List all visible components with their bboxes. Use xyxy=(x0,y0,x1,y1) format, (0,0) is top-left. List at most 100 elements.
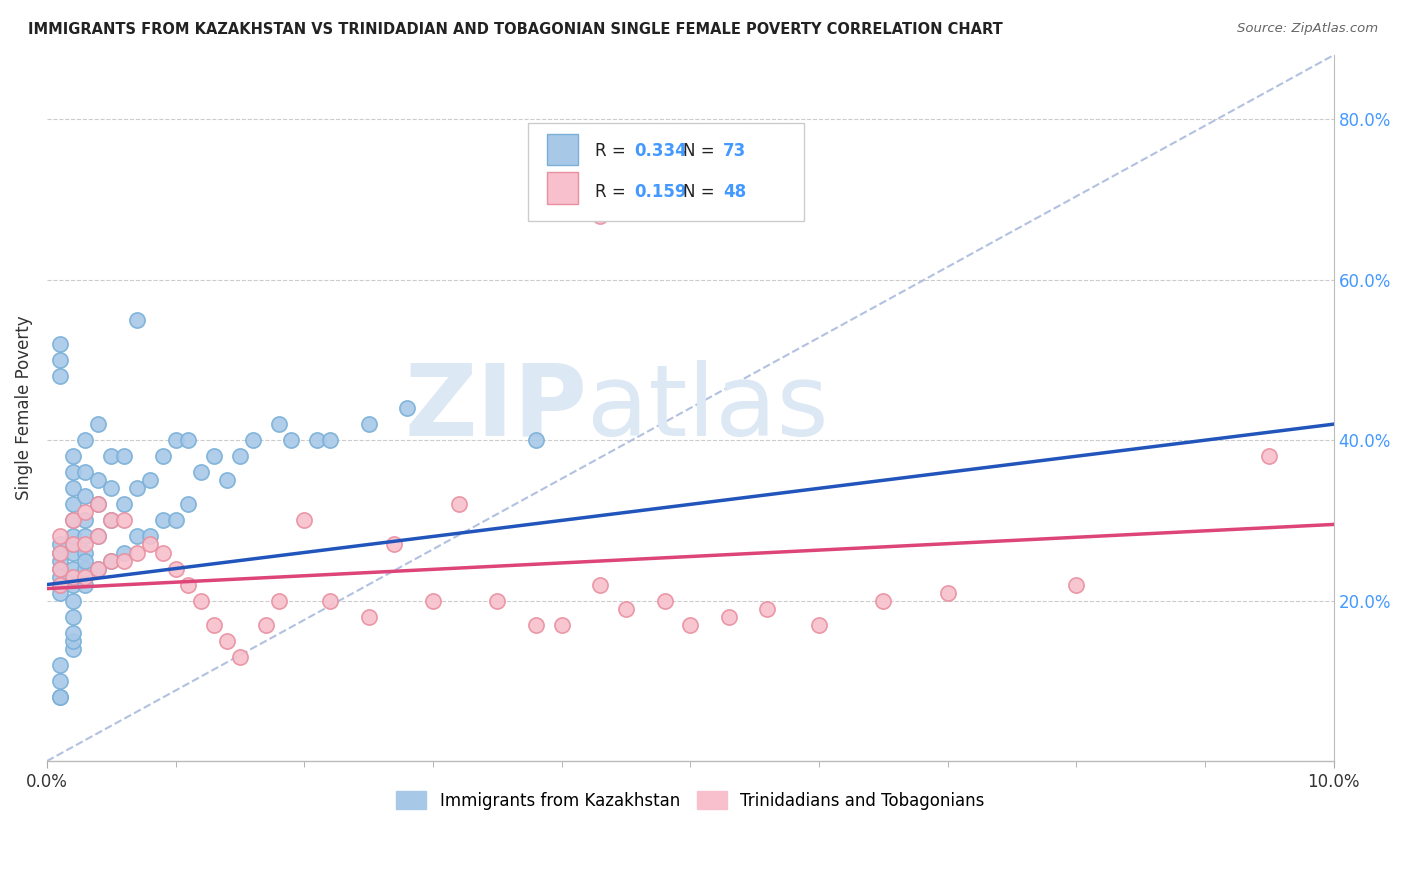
Point xyxy=(112,545,135,559)
Point xyxy=(190,593,212,607)
Text: N =: N = xyxy=(683,142,720,160)
Point xyxy=(87,473,110,487)
Point xyxy=(139,473,162,487)
Point xyxy=(100,513,122,527)
Point xyxy=(112,513,135,527)
Point xyxy=(396,401,419,416)
Point xyxy=(100,449,122,463)
Point xyxy=(229,649,252,664)
Point xyxy=(807,617,830,632)
Point xyxy=(717,609,740,624)
Point xyxy=(202,617,225,632)
Point xyxy=(75,489,97,503)
Point xyxy=(62,513,84,527)
Point xyxy=(319,433,342,447)
Point xyxy=(62,609,84,624)
Point xyxy=(49,553,72,567)
Point xyxy=(87,529,110,543)
Point xyxy=(872,593,894,607)
Point xyxy=(75,545,97,559)
Point xyxy=(49,529,72,543)
Point xyxy=(267,593,290,607)
Point xyxy=(229,449,252,463)
Point xyxy=(1064,577,1087,591)
Y-axis label: Single Female Poverty: Single Female Poverty xyxy=(15,316,32,500)
Point xyxy=(202,449,225,463)
Point xyxy=(486,593,509,607)
Point xyxy=(62,625,84,640)
Point xyxy=(87,497,110,511)
Point xyxy=(87,561,110,575)
Point xyxy=(614,601,637,615)
Point xyxy=(422,593,444,607)
Point xyxy=(49,561,72,575)
Point xyxy=(125,545,148,559)
Point xyxy=(75,537,97,551)
Point xyxy=(177,497,200,511)
Point xyxy=(165,561,187,575)
Point xyxy=(75,513,97,527)
Text: R =: R = xyxy=(595,183,631,201)
Point xyxy=(524,433,547,447)
Text: 0.334: 0.334 xyxy=(634,142,688,160)
Point xyxy=(100,481,122,495)
Point xyxy=(49,561,72,575)
Point xyxy=(267,417,290,432)
Point xyxy=(177,433,200,447)
Point xyxy=(190,465,212,479)
Point xyxy=(215,473,238,487)
Point xyxy=(100,553,122,567)
Text: R =: R = xyxy=(595,142,631,160)
Point xyxy=(62,529,84,543)
Point xyxy=(62,593,84,607)
Point xyxy=(49,353,72,368)
Point xyxy=(87,561,110,575)
Point xyxy=(125,313,148,327)
Point xyxy=(125,481,148,495)
Point xyxy=(292,513,315,527)
Point xyxy=(49,537,72,551)
Point xyxy=(49,577,72,591)
Point xyxy=(75,465,97,479)
Point xyxy=(49,545,72,559)
Point xyxy=(177,577,200,591)
Point xyxy=(100,513,122,527)
Point xyxy=(936,585,959,599)
Point xyxy=(62,465,84,479)
Point xyxy=(307,433,329,447)
Point xyxy=(550,617,572,632)
Point xyxy=(357,417,380,432)
Point xyxy=(75,529,97,543)
Point xyxy=(112,449,135,463)
Point xyxy=(152,545,174,559)
Point xyxy=(447,497,470,511)
Text: Source: ZipAtlas.com: Source: ZipAtlas.com xyxy=(1237,22,1378,36)
Point xyxy=(49,585,72,599)
Point xyxy=(165,433,187,447)
Point xyxy=(49,657,72,672)
Point xyxy=(49,690,72,704)
Point xyxy=(75,433,97,447)
Point xyxy=(112,553,135,567)
Point xyxy=(62,537,84,551)
Point xyxy=(139,537,162,551)
Point xyxy=(139,529,162,543)
Point xyxy=(654,593,676,607)
Point xyxy=(62,569,84,583)
Point xyxy=(152,449,174,463)
Point xyxy=(49,673,72,688)
Point xyxy=(215,633,238,648)
Point xyxy=(75,505,97,519)
Point xyxy=(87,417,110,432)
Point xyxy=(49,369,72,384)
Point xyxy=(524,617,547,632)
Point xyxy=(165,513,187,527)
Point xyxy=(87,529,110,543)
Point xyxy=(87,497,110,511)
Text: IMMIGRANTS FROM KAZAKHSTAN VS TRINIDADIAN AND TOBAGONIAN SINGLE FEMALE POVERTY C: IMMIGRANTS FROM KAZAKHSTAN VS TRINIDADIA… xyxy=(28,22,1002,37)
Point xyxy=(679,617,702,632)
Point xyxy=(49,690,72,704)
Point xyxy=(49,545,72,559)
Point xyxy=(62,449,84,463)
Point xyxy=(62,537,84,551)
